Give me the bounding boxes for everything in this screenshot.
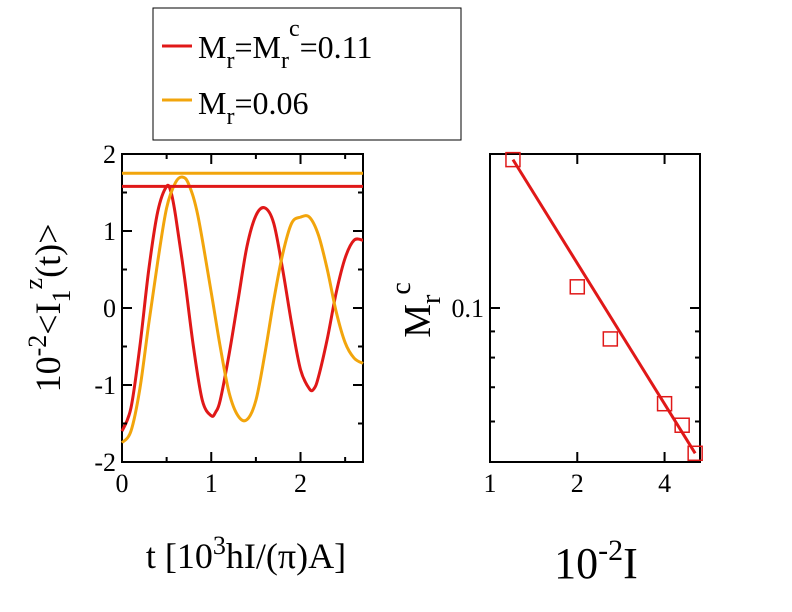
right-y-tick-label: 0.1 [452,294,485,323]
left-curves [120,171,364,444]
left-y-tick-label: -1 [94,371,116,400]
left-x-tick-label: 0 [116,469,129,498]
right-x-axis-label: 10-2I [554,534,638,588]
left-y-tick-label: 0 [103,294,116,323]
right-data-point [505,151,521,168]
left-series-line-1 [120,183,364,432]
left-y-axis-label: 10-2<I1z(t)> [19,224,76,393]
right-x-tick-label: 2 [571,469,584,498]
legend-box [152,7,462,141]
right-y-axis-label: Mrc [386,282,447,338]
left-plot-frame [121,153,364,463]
right-data-point [602,331,619,347]
right-data-point [687,445,703,462]
left-x-tick-label: 1 [205,469,218,498]
left-y-ticks: -2 -1 0 1 2 [94,140,363,477]
left-y-tick-label: -2 [94,448,116,477]
left-series-line-2 [120,175,364,444]
legend: Mr=Mrc=0.11 Mr=0.06 [152,7,462,141]
right-data-point [569,279,586,295]
left-y-tick-label: 2 [103,140,116,169]
left-chart: 0 1 2 -2 -1 0 1 2 t [103hI/(π)A] 10-2<I1z(t)> [19,140,364,576]
right-x-tick-label: 1 [484,469,497,498]
right-marks [505,151,703,462]
right-x-tick-label: 4 [658,469,671,498]
right-data-point [674,417,690,433]
right-x-ticks: 1 2 4 [484,154,671,498]
right-plot-frame [489,153,701,463]
right-data-point [656,395,673,412]
right-fit-line [511,158,697,455]
right-y-ticks: 0.1 [452,294,700,423]
left-x-tick-label: 2 [294,469,307,498]
left-x-ticks: 0 1 2 [116,154,347,498]
left-y-tick-label: 1 [103,217,116,246]
right-chart: 1 2 4 0.1 10-2I Mrc [386,151,703,588]
left-x-axis-label: t [103hI/(π)A] [146,531,346,576]
